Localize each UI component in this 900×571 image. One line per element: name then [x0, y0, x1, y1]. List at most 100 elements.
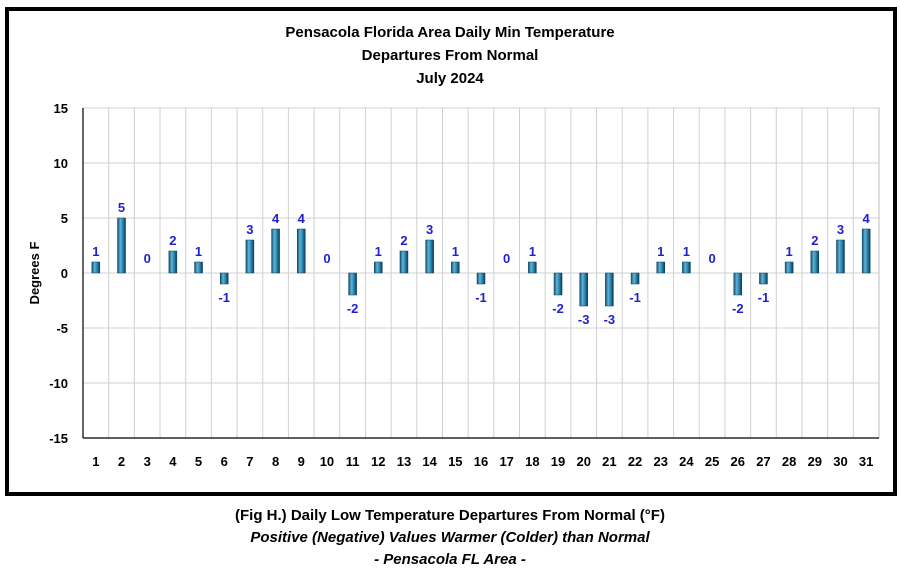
data-label: 3	[426, 222, 433, 237]
bar	[245, 239, 255, 274]
data-label: 2	[400, 233, 407, 248]
x-tick-label: 2	[118, 454, 125, 469]
bar	[682, 261, 691, 274]
y-tick-label: -15	[49, 431, 68, 446]
data-label: 0	[144, 251, 151, 266]
data-label: -1	[758, 290, 770, 305]
bar	[91, 261, 101, 274]
bar	[219, 272, 229, 285]
bar	[374, 261, 383, 274]
chart: Pensacola Florida Area Daily Min Tempera…	[27, 24, 880, 469]
y-tick-label: 5	[61, 211, 68, 226]
x-tick-label: 22	[628, 454, 642, 469]
x-tick-label: 24	[679, 454, 694, 469]
x-tick-label: 17	[499, 454, 513, 469]
data-label: 4	[272, 211, 280, 226]
x-tick-label: 30	[833, 454, 847, 469]
x-tick-label: 4	[169, 454, 177, 469]
x-tick-label: 5	[195, 454, 202, 469]
bar	[810, 250, 820, 274]
plot-area: 151050-5-10-151152032415-16374849010-211…	[49, 101, 880, 469]
x-tick-label: 3	[144, 454, 151, 469]
x-tick-label: 6	[221, 454, 228, 469]
bar	[348, 272, 357, 296]
data-label: 1	[683, 244, 690, 259]
x-tick-label: 23	[654, 454, 668, 469]
x-tick-label: 26	[731, 454, 745, 469]
chart-title-line-3: July 2024	[416, 70, 484, 87]
bar	[605, 272, 614, 307]
x-tick-label: 13	[397, 454, 411, 469]
x-tick-label: 16	[474, 454, 488, 469]
caption-line-2: Positive (Negative) Values Warmer (Colde…	[250, 529, 650, 546]
data-label: 1	[195, 244, 202, 259]
data-label: -1	[475, 290, 487, 305]
x-tick-label: 29	[808, 454, 822, 469]
chart-title-line-2: Departures From Normal	[362, 47, 539, 64]
data-label: 5	[118, 200, 125, 215]
data-label: 1	[786, 244, 793, 259]
data-label: 4	[863, 211, 871, 226]
bar	[784, 261, 794, 274]
data-label: 1	[92, 244, 99, 259]
data-label: -3	[578, 312, 590, 327]
x-tick-label: 19	[551, 454, 565, 469]
chart-title-line-1: Pensacola Florida Area Daily Min Tempera…	[285, 24, 614, 41]
x-tick-label: 14	[422, 454, 437, 469]
data-label: 0	[323, 251, 330, 266]
bar	[656, 261, 665, 274]
bar	[168, 250, 178, 274]
y-tick-label: 15	[54, 101, 68, 116]
x-tick-label: 28	[782, 454, 796, 469]
bar	[861, 228, 871, 274]
data-label: -3	[604, 312, 616, 327]
data-label: -1	[218, 290, 230, 305]
x-tick-label: 7	[246, 454, 253, 469]
x-tick-label: 31	[859, 454, 873, 469]
bar	[759, 272, 768, 285]
data-label: 3	[837, 222, 844, 237]
data-label: -2	[552, 301, 564, 316]
bar	[630, 272, 640, 285]
bar	[553, 272, 563, 296]
x-tick-label: 11	[346, 454, 360, 469]
bar	[836, 239, 845, 274]
bar	[399, 250, 409, 274]
bar	[476, 272, 486, 285]
figure-caption: (Fig H.) Daily Low Temperature Departure…	[0, 505, 900, 571]
data-label: 3	[246, 222, 253, 237]
x-tick-label: 12	[371, 454, 385, 469]
caption-line-1: (Fig H.) Daily Low Temperature Departure…	[235, 507, 665, 524]
y-tick-label: 0	[61, 266, 68, 281]
data-label: 4	[298, 211, 306, 226]
x-tick-label: 8	[272, 454, 279, 469]
bar	[117, 217, 126, 274]
x-tick-label: 18	[525, 454, 539, 469]
x-tick-label: 20	[576, 454, 590, 469]
bar	[451, 261, 460, 274]
bar	[733, 272, 743, 296]
data-label: -2	[347, 301, 359, 316]
data-label: 1	[529, 244, 536, 259]
data-label: 0	[503, 251, 510, 266]
x-tick-label: 21	[602, 454, 616, 469]
y-tick-label: -5	[56, 321, 68, 336]
x-tick-label: 10	[320, 454, 334, 469]
data-label: 0	[708, 251, 715, 266]
x-tick-label: 15	[448, 454, 462, 469]
caption-line-3: - Pensacola FL Area -	[374, 551, 526, 568]
x-tick-label: 25	[705, 454, 719, 469]
data-label: 2	[169, 233, 176, 248]
data-label: 2	[811, 233, 818, 248]
y-axis-label: Degrees F	[27, 242, 42, 305]
bar	[297, 228, 306, 274]
y-tick-label: 10	[54, 156, 68, 171]
data-label: -1	[629, 290, 641, 305]
data-label: 1	[452, 244, 459, 259]
y-tick-label: -10	[49, 376, 68, 391]
bar	[271, 228, 280, 274]
bar	[194, 261, 203, 274]
bar	[579, 272, 588, 307]
bar	[528, 261, 537, 274]
x-tick-label: 9	[298, 454, 305, 469]
